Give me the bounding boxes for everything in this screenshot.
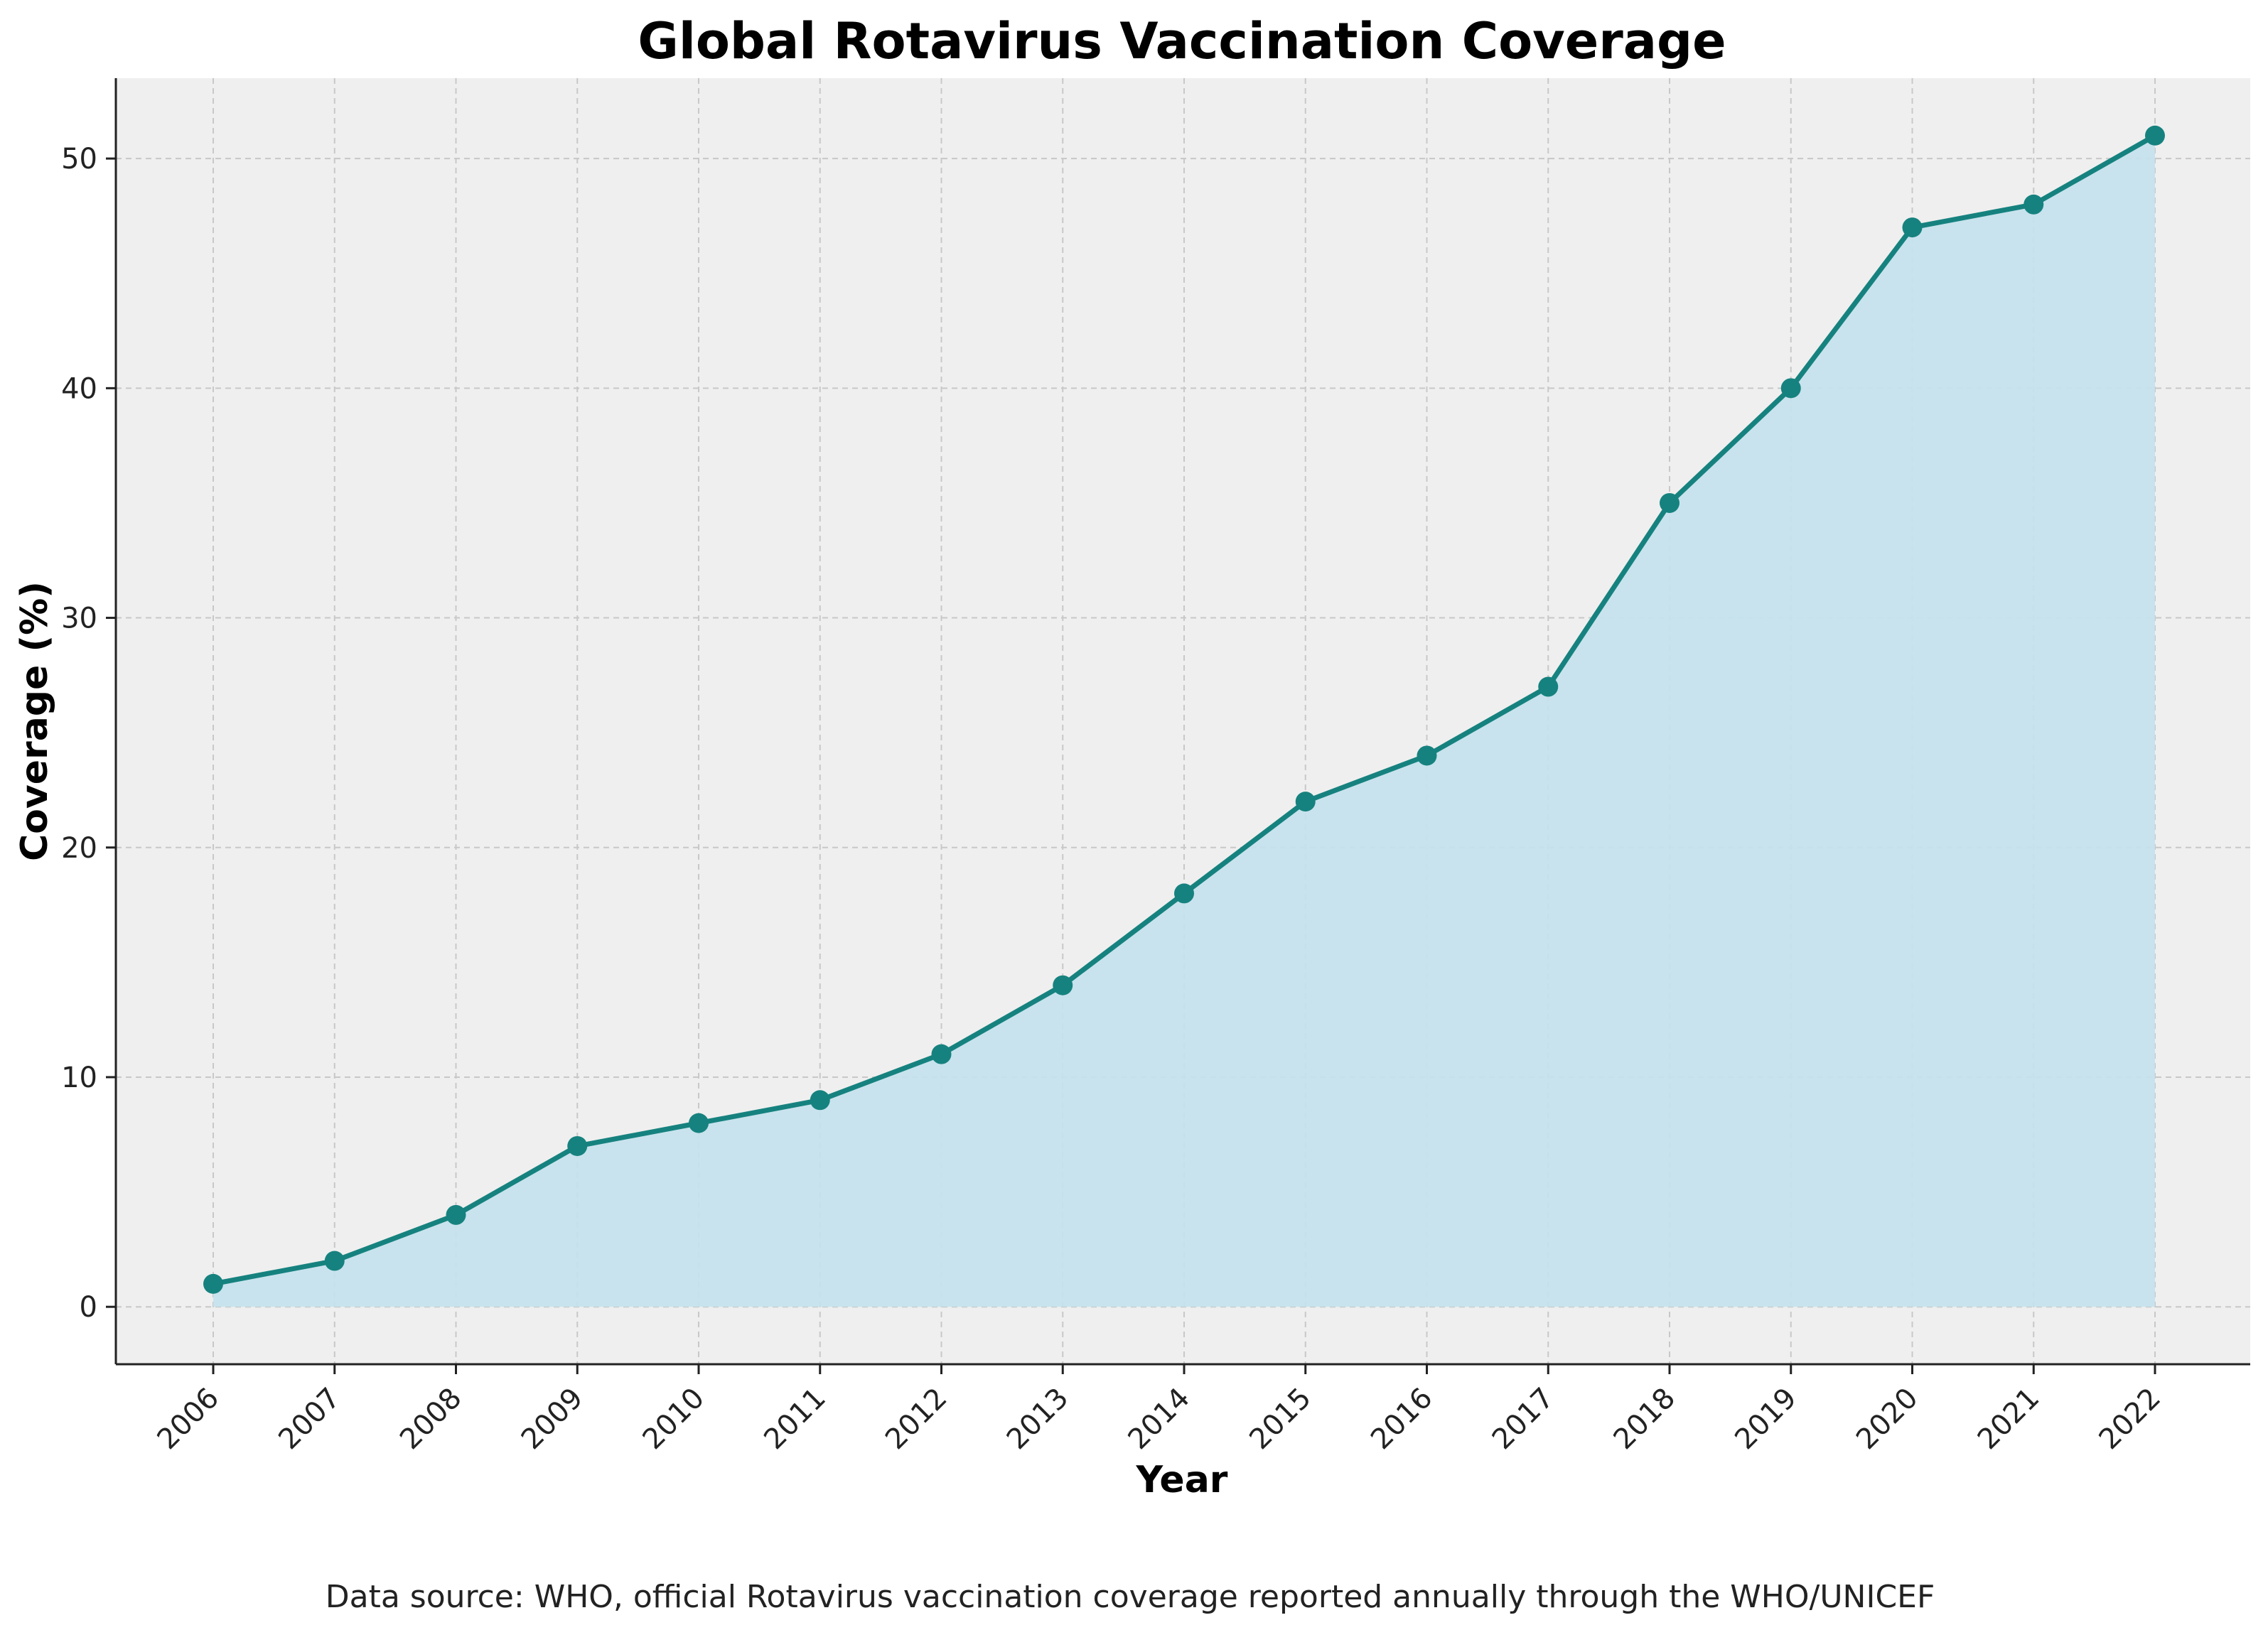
data-point-2006: [203, 1273, 223, 1294]
x-tick-label: 2006: [151, 1382, 226, 1457]
y-tick-label: 10: [61, 1062, 97, 1094]
x-tick-label: 2022: [2093, 1382, 2168, 1457]
x-tick-label: 2009: [515, 1382, 590, 1457]
x-tick-label: 2017: [1486, 1382, 1561, 1457]
x-tick-label: 2012: [879, 1382, 954, 1457]
y-tick-label: 30: [61, 603, 97, 635]
y-axis-ticks: 0 10 20 30 40 50: [61, 143, 116, 1324]
coverage-area-fill: [213, 135, 2155, 1307]
data-point-2018: [1660, 492, 1679, 513]
data-point-2013: [1053, 975, 1073, 995]
x-tick-label: 2019: [1729, 1382, 1803, 1457]
x-tick-label: 2015: [1243, 1382, 1318, 1457]
x-tick-label: 2008: [394, 1382, 468, 1457]
y-axis-label: Coverage (%): [14, 581, 56, 861]
data-point-2017: [1538, 676, 1559, 697]
y-tick-label: 20: [61, 832, 97, 865]
data-point-2009: [567, 1135, 588, 1156]
data-point-2021: [2024, 194, 2044, 215]
data-point-2015: [1295, 792, 1316, 812]
x-tick-label: 2020: [1850, 1382, 1925, 1457]
y-tick-label: 40: [61, 372, 97, 405]
data-markers: [203, 125, 2165, 1294]
data-point-2011: [810, 1090, 830, 1111]
y-tick-label: 50: [61, 143, 97, 176]
x-tick-label: 2011: [758, 1382, 832, 1457]
data-point-2022: [2145, 125, 2165, 146]
data-point-2020: [1902, 217, 1923, 238]
data-point-2014: [1174, 883, 1194, 904]
x-axis-label: Year: [1136, 1459, 1228, 1501]
data-point-2012: [931, 1044, 952, 1064]
x-tick-label: 2018: [1608, 1382, 1682, 1457]
data-point-2007: [324, 1251, 345, 1271]
source-note: Data source: WHO, official Rotavirus vac…: [326, 1579, 1935, 1615]
data-point-2008: [446, 1204, 466, 1225]
x-tick-label: 2016: [1365, 1382, 1439, 1457]
data-point-2016: [1417, 745, 1437, 766]
x-tick-label: 2010: [637, 1382, 711, 1457]
data-point-2019: [1780, 378, 1801, 399]
x-tick-label: 2021: [1972, 1382, 2046, 1457]
y-tick-label: 0: [80, 1291, 97, 1324]
data-point-2010: [689, 1113, 709, 1133]
x-tick-label: 2013: [1001, 1382, 1075, 1457]
x-axis-ticks: 2006 2007 2008 2009 2010 2011 2012 2013 2014 2015…: [151, 1364, 2168, 1457]
x-tick-label: 2007: [272, 1382, 347, 1457]
x-tick-label: 2014: [1122, 1382, 1197, 1457]
chart-title: Global Rotavirus Vaccination Coverage: [638, 12, 1726, 70]
